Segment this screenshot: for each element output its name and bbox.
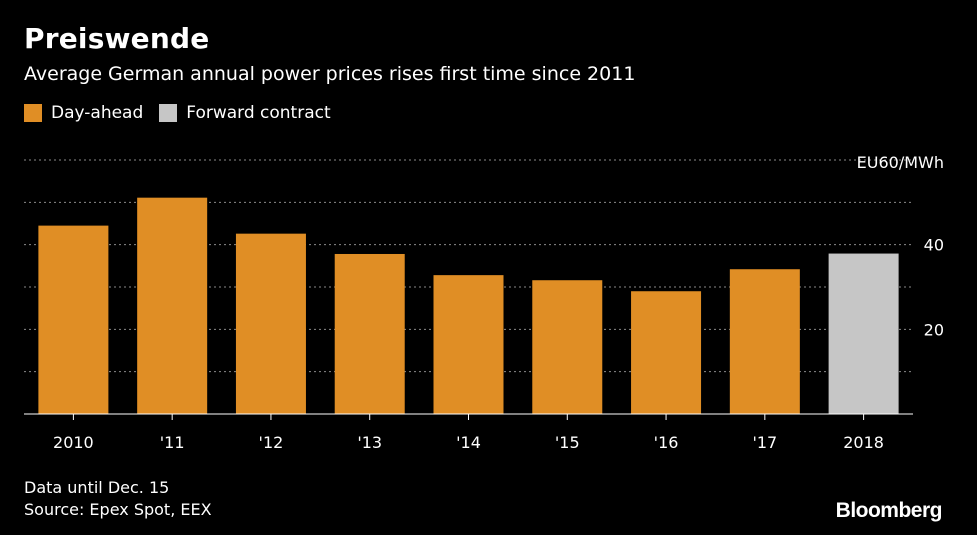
legend-swatch-forward-contract: [159, 104, 178, 122]
bar-5: [532, 280, 603, 414]
footnote-data-note: Data until Dec. 15: [24, 478, 170, 497]
legend-label-day-ahead: Day-ahead: [51, 103, 144, 123]
x-tick-label-7: '17: [752, 433, 777, 452]
x-tick-label-3: '13: [357, 433, 382, 452]
chart-subtitle: Average German annual power prices rises…: [24, 63, 636, 85]
bloomberg-logo: Bloomberg: [835, 499, 943, 522]
x-tick-label-4: '14: [456, 433, 481, 452]
x-tick-label-5: '15: [555, 433, 580, 452]
legend: Day-ahead Forward contract: [24, 103, 347, 123]
bar-7: [729, 269, 800, 414]
x-tick-label-1: '11: [160, 433, 185, 452]
legend-label-forward-contract: Forward contract: [186, 103, 331, 123]
x-tick-label-6: '16: [654, 433, 679, 452]
chart-title: Preiswende: [24, 22, 210, 55]
y-axis-unit-label: EU60/MWh: [857, 153, 944, 172]
bar-1: [137, 197, 208, 414]
y-tick-label-40: 40: [924, 236, 944, 255]
bar-3: [334, 253, 405, 414]
x-tick-label-0: 2010: [53, 433, 94, 452]
legend-item-forward-contract: Forward contract: [159, 103, 331, 123]
legend-swatch-day-ahead: [24, 104, 42, 122]
y-tick-label-20: 20: [924, 320, 944, 339]
x-tick-label-8: 2018: [843, 433, 884, 452]
footnote-source: Source: Epex Spot, EEX: [24, 500, 212, 519]
bar-4: [433, 275, 504, 414]
x-tick-label-2: '12: [259, 433, 284, 452]
bar-2: [235, 233, 306, 414]
legend-item-day-ahead: Day-ahead: [24, 103, 143, 123]
bar-8: [828, 253, 899, 414]
bar-0: [38, 225, 109, 414]
bar-6: [631, 291, 702, 414]
